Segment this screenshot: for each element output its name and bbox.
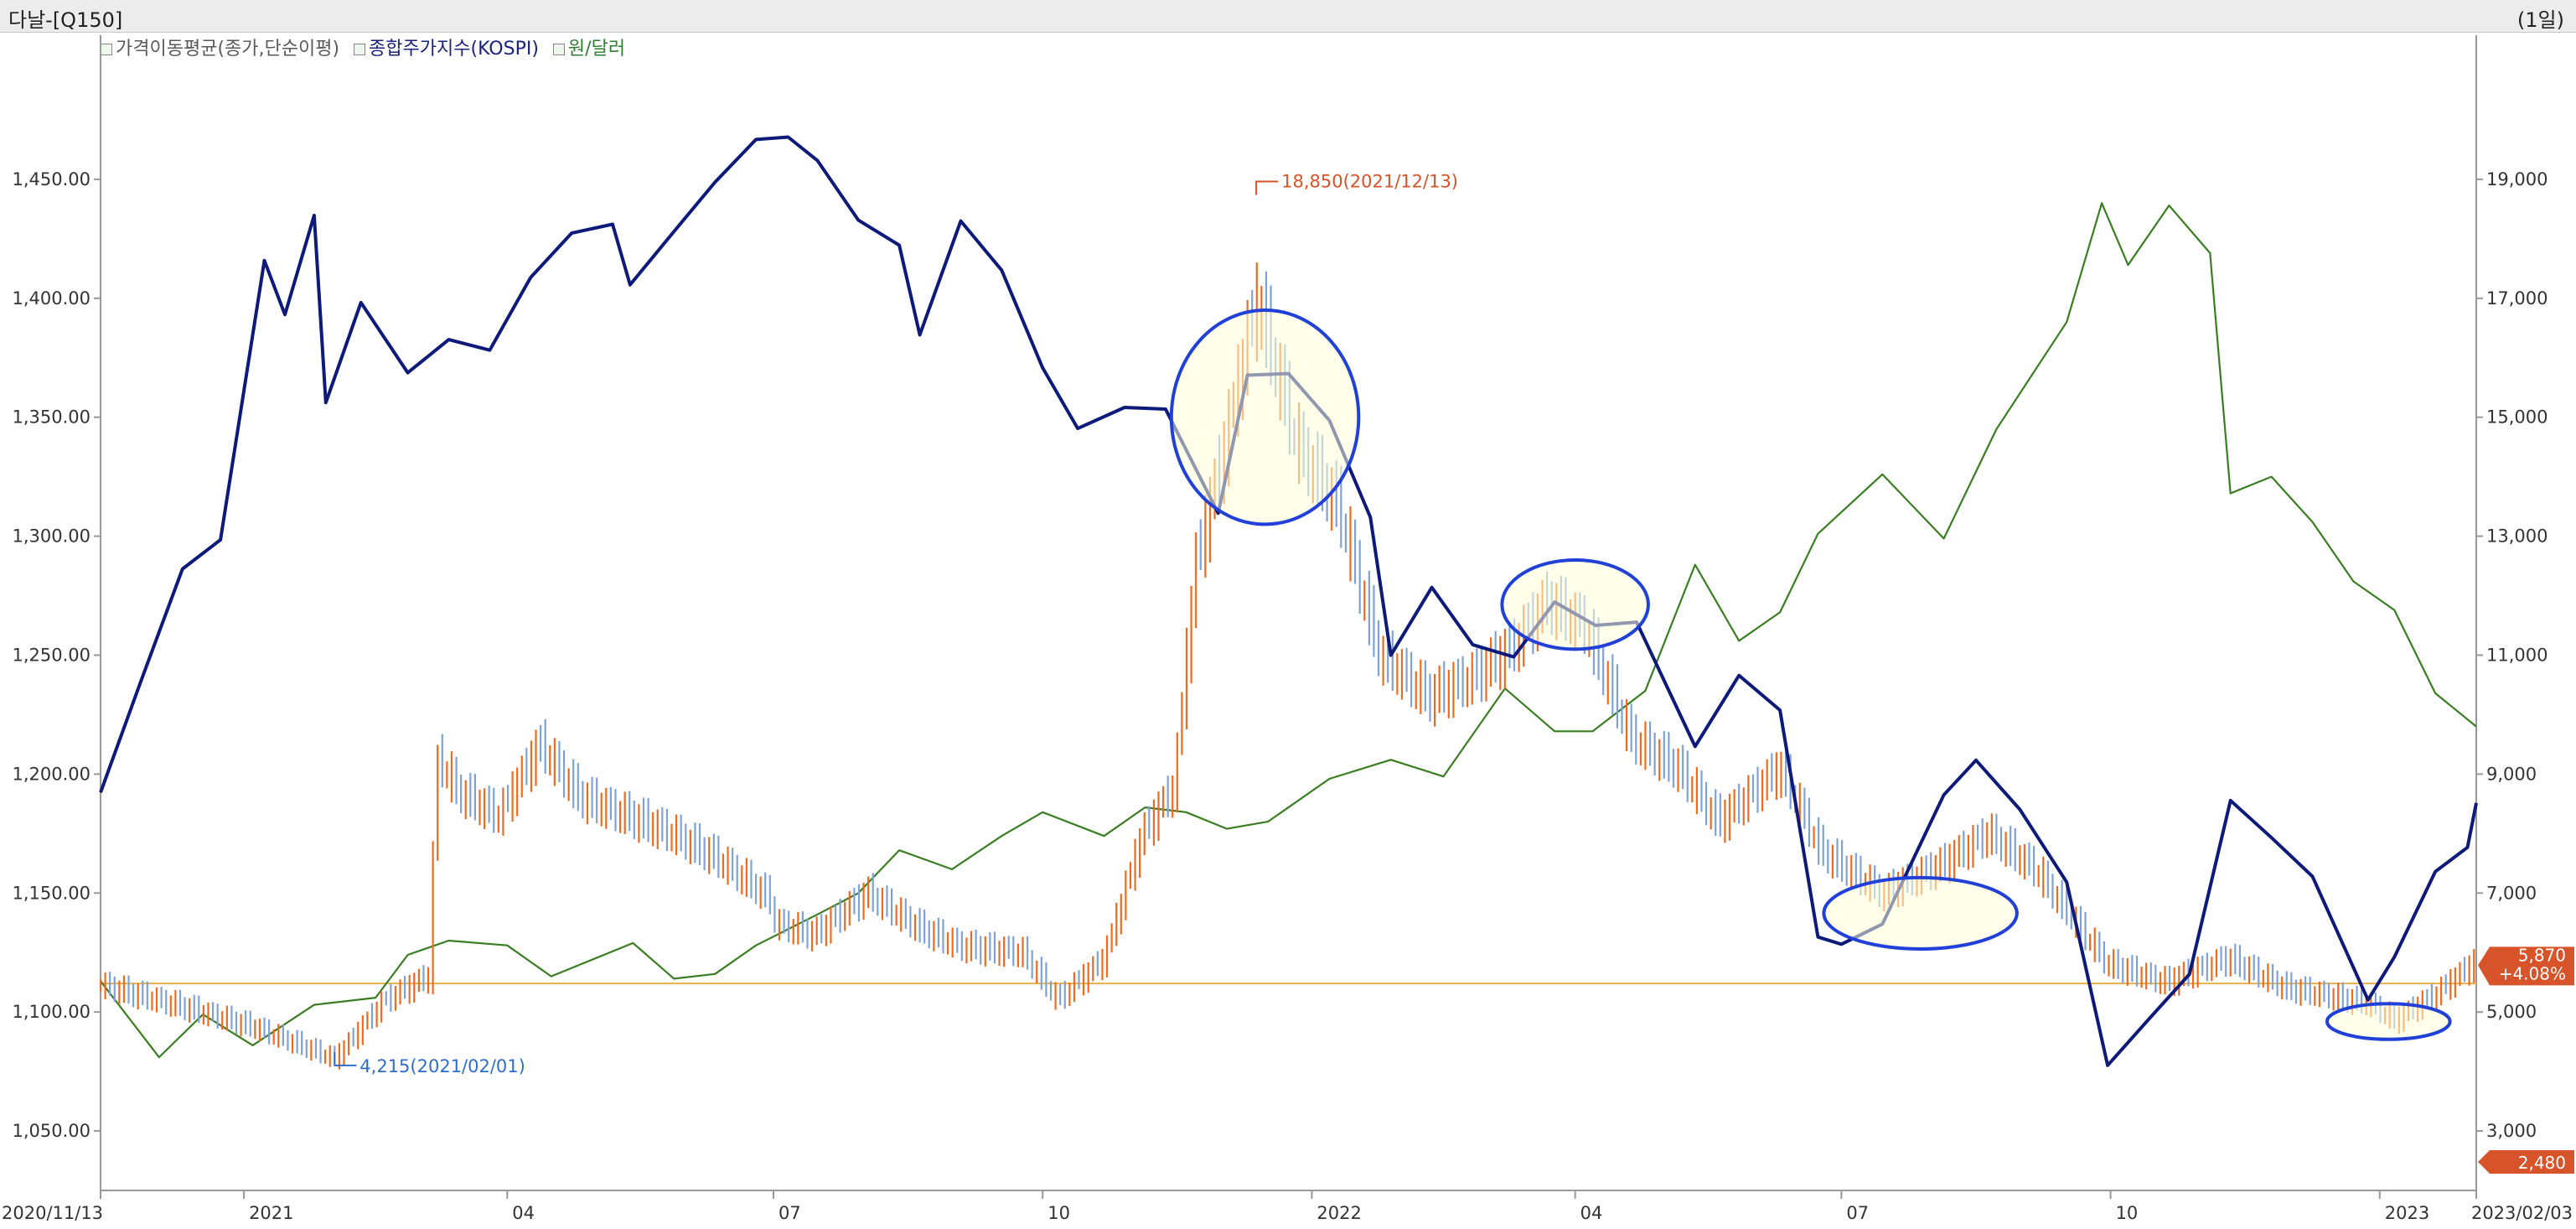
x-tick-label: 2022 (1316, 1203, 1361, 1223)
right-tick-label: 3,000 (2486, 1121, 2537, 1141)
left-tick-label: 1,250.00 (12, 645, 91, 665)
annotation-leader-high (1255, 180, 1279, 195)
kospi-current-value: 2,480 (2518, 1153, 2566, 1173)
left-tick-label: 1,150.00 (12, 883, 91, 903)
highlight-ellipse (2325, 1002, 2452, 1041)
left-tick-label: 1,200.00 (12, 764, 91, 784)
x-tick-label: 10 (1047, 1203, 1070, 1223)
x-tick-label: 2023/02/03 (2471, 1203, 2573, 1223)
current-price-change: +4.08% (2499, 963, 2566, 983)
kospi-value-badge (2478, 1149, 2574, 1174)
highlight-ellipse (1822, 875, 2019, 951)
right-tick-label: 19,000 (2486, 169, 2548, 189)
left-tick-label: 1,300.00 (12, 526, 91, 547)
right-tick-label: 11,000 (2486, 645, 2548, 665)
x-tick-label: 10 (2116, 1203, 2139, 1223)
left-tick-label: 1,100.00 (12, 1002, 91, 1022)
x-tick-label: 2021 (249, 1203, 293, 1223)
legend-checkbox-icon (552, 44, 565, 55)
right-tick-label: 5,000 (2486, 1002, 2537, 1022)
left-tick-label: 1,450.00 (12, 169, 91, 189)
legend-item-kospi[interactable]: 종합주가지수(KOSPI) (354, 39, 539, 60)
left-tick-label: 1,350.00 (12, 407, 91, 428)
legend-checkbox-icon (354, 44, 366, 55)
legend-item-moving-average[interactable]: 가격이동평균(종가,단순이평) (101, 39, 339, 60)
right-tick-label: 13,000 (2486, 526, 2548, 547)
left-tick-label: 1,400.00 (12, 288, 91, 309)
annotation-leader-low (334, 1051, 357, 1066)
right-tick-label: 7,000 (2486, 883, 2537, 903)
series-line-kospi (99, 135, 2478, 1067)
highlight-ellipse (1500, 557, 1650, 651)
right-tick-label: 17,000 (2486, 288, 2548, 309)
x-tick-label: 2023 (2385, 1203, 2429, 1223)
legend-item-usd-krw[interactable]: 원/달러 (552, 39, 626, 60)
right-tick-label: 9,000 (2486, 764, 2537, 784)
x-tick-label: 04 (512, 1203, 535, 1223)
title-bar: 다날-[Q150] (1일) (0, 0, 2576, 33)
series-line-usd-krw (100, 202, 2477, 1059)
legend-label: 종합주가지수(KOSPI) (369, 39, 539, 60)
annotation-high-price: 18,850(2021/12/13) (1281, 172, 1458, 192)
right-tick-label: 15,000 (2486, 407, 2548, 428)
chart-title: 다날-[Q150] (8, 8, 123, 32)
legend: 가격이동평균(종가,단순이평) 종합주가지수(KOSPI) 원/달러 (101, 34, 634, 60)
highlight-ellipse (1169, 308, 1361, 526)
period-label[interactable]: (1일) (2517, 8, 2564, 32)
x-tick-label: 07 (1846, 1203, 1869, 1223)
current-price-value: 5,870 (2518, 945, 2566, 965)
annotation-low-price: 4,215(2021/02/01) (360, 1056, 525, 1076)
x-tick-label: 2020/11/13 (2, 1203, 103, 1223)
x-tick-label: 07 (778, 1203, 801, 1223)
x-tick-label: 04 (1580, 1203, 1603, 1223)
legend-label: 원/달러 (567, 39, 626, 60)
legend-label: 가격이동평균(종가,단순이평) (116, 39, 340, 60)
current-price-badge (2478, 946, 2574, 986)
left-tick-label: 1,050.00 (12, 1121, 91, 1141)
